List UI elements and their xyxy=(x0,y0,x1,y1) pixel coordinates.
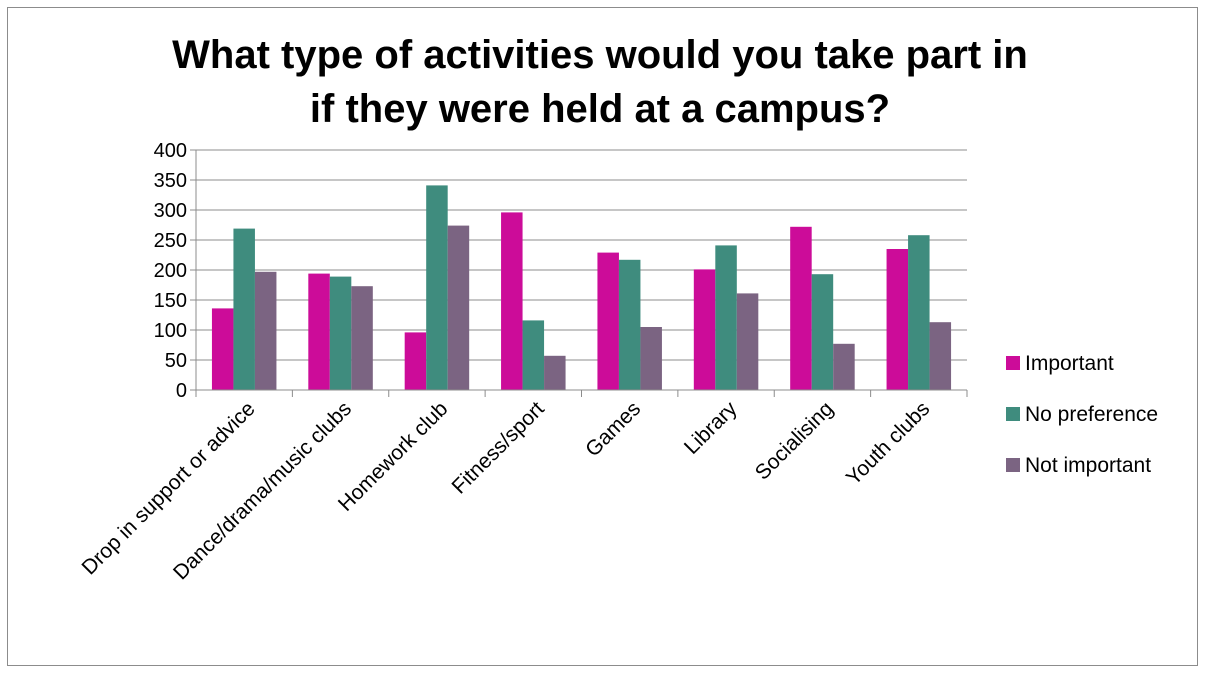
x-tick-label: Socialising xyxy=(751,397,838,484)
legend: Important No preference Not important xyxy=(1006,352,1158,477)
bar xyxy=(715,245,737,390)
legend-label: No preference xyxy=(1025,403,1158,426)
chart-title-line-2: if they were held at a campus? xyxy=(309,87,891,131)
bar xyxy=(833,343,855,390)
bar xyxy=(736,293,759,390)
bar xyxy=(640,327,662,390)
bars xyxy=(211,185,952,390)
bar xyxy=(426,185,448,390)
chart-title-line-1: What type of activities would you take p… xyxy=(172,33,1028,77)
legend-label: Important xyxy=(1025,352,1114,375)
bar xyxy=(618,259,641,390)
bar xyxy=(693,269,716,390)
chart-title: What type of activities would you take p… xyxy=(100,28,1100,136)
x-tick-label: Fitness/sport xyxy=(448,397,549,498)
x-tick-label: Dance/drama/music clubs xyxy=(169,397,356,584)
y-tick-label: 150 xyxy=(154,290,187,312)
legend-swatch xyxy=(1006,407,1020,421)
bar xyxy=(404,332,427,390)
bar xyxy=(501,212,523,390)
bar xyxy=(447,225,470,390)
bar xyxy=(351,286,373,390)
legend-swatch xyxy=(1006,356,1020,370)
x-tick-label: Drop in support or advice xyxy=(78,397,260,579)
y-tick-label: 350 xyxy=(154,170,187,192)
y-tick-label: 0 xyxy=(176,380,187,402)
bar xyxy=(329,276,352,390)
y-tick-label: 250 xyxy=(154,230,187,252)
bar xyxy=(811,274,834,390)
x-tick-label: Library xyxy=(680,397,742,459)
y-tick-label: 200 xyxy=(154,260,187,282)
legend-label: Not important xyxy=(1025,454,1151,477)
y-tick-label: 300 xyxy=(154,200,187,222)
bar xyxy=(790,226,812,390)
bar xyxy=(544,355,566,390)
bar xyxy=(929,322,952,390)
y-tick-label: 400 xyxy=(154,140,187,162)
bar xyxy=(233,228,255,390)
x-tick-label: Games xyxy=(581,397,645,461)
y-tick-label: 100 xyxy=(154,320,187,342)
x-tick-label: Youth clubs xyxy=(842,397,934,489)
bar xyxy=(211,308,234,390)
bar xyxy=(886,249,909,390)
bar xyxy=(522,320,545,390)
y-tick-label: 50 xyxy=(165,350,187,372)
bar xyxy=(597,252,619,390)
legend-swatch xyxy=(1006,458,1020,472)
bar xyxy=(308,273,330,390)
bar xyxy=(254,271,277,390)
bar xyxy=(908,235,930,390)
